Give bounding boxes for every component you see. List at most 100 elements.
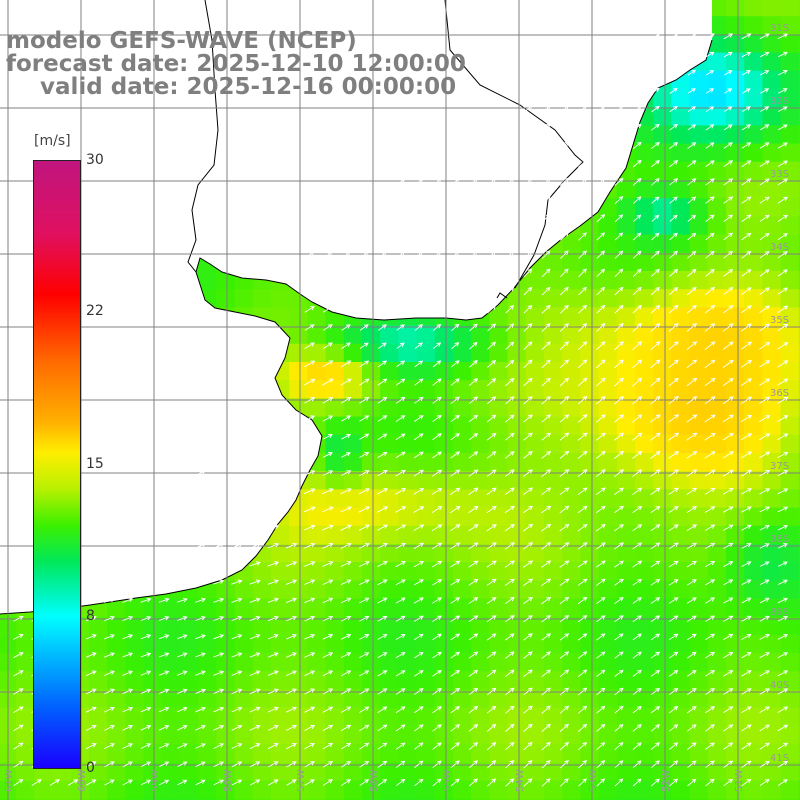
wind-arrow — [395, 178, 406, 186]
field-cell — [562, 562, 581, 581]
wind-arrow — [632, 51, 642, 58]
field-cell — [398, 762, 418, 782]
wind-arrow — [303, 524, 316, 531]
field-cell — [161, 726, 181, 745]
wind-arrow — [723, 561, 734, 568]
field-cell — [489, 489, 509, 509]
wind-arrow — [414, 287, 424, 295]
wind-arrow — [359, 287, 369, 295]
wind-arrow — [177, 761, 188, 768]
field-cell — [798, 707, 800, 727]
wind-arrow — [577, 578, 588, 586]
field-cell — [780, 234, 800, 254]
field-cell — [635, 744, 654, 763]
wind-arrow — [304, 615, 316, 622]
wind-arrow — [777, 287, 788, 295]
wind-arrow — [632, 69, 642, 76]
wind-arrow — [687, 214, 697, 222]
wind-arrow — [759, 269, 770, 277]
field-cell — [89, 726, 108, 745]
wind-arrow — [359, 742, 370, 750]
field-cell — [343, 635, 363, 654]
field-cell — [762, 198, 782, 217]
field-cell — [762, 89, 782, 108]
wind-arrow — [104, 597, 116, 603]
field-cell — [598, 507, 618, 527]
wind-arrow — [286, 615, 298, 622]
field-cell — [362, 544, 381, 563]
wind-arrow — [505, 214, 515, 223]
wind-arrow — [286, 597, 298, 604]
wind-arrow — [469, 341, 478, 350]
field-cell — [125, 653, 145, 672]
wind-arrow — [523, 141, 533, 150]
field-cell — [562, 343, 581, 363]
field-cell — [616, 616, 636, 636]
wind-arrow — [614, 705, 624, 714]
wind-arrow — [505, 723, 515, 732]
field-cell — [580, 726, 600, 745]
wind-arrow — [358, 470, 370, 477]
latitude-label: 31S — [770, 23, 789, 34]
wind-arrow — [650, 633, 661, 641]
field-cell — [762, 580, 782, 600]
field-cell — [416, 635, 436, 654]
field-cell — [525, 744, 545, 763]
wind-arrow — [377, 396, 388, 404]
field-cell — [416, 798, 436, 800]
field-cell — [289, 798, 308, 800]
wind-arrow — [341, 214, 352, 222]
field-cell — [780, 143, 800, 163]
field-cell — [380, 798, 399, 800]
field-cell — [580, 471, 600, 490]
field-cell — [762, 744, 782, 763]
wind-arrow — [194, 543, 207, 549]
wind-arrow — [414, 633, 424, 640]
wind-arrow — [614, 377, 624, 387]
field-cell — [726, 307, 745, 327]
wind-arrow — [195, 670, 206, 676]
wind-arrow — [577, 505, 588, 514]
wind-arrow — [686, 341, 698, 351]
wind-arrow — [505, 432, 515, 441]
wind-arrow — [395, 688, 406, 695]
field-cell — [616, 544, 636, 563]
field-cell — [416, 744, 436, 763]
field-cell — [544, 307, 563, 327]
field-cell — [762, 544, 782, 563]
field-cell — [616, 780, 636, 800]
latitude-label: 35S — [770, 315, 789, 326]
field-cell — [598, 762, 618, 782]
wind-arrow — [304, 324, 315, 331]
wind-arrow — [377, 561, 388, 568]
field-cell — [798, 489, 800, 509]
field-cell — [234, 635, 254, 654]
wind-arrow — [432, 633, 442, 641]
wind-arrow — [596, 232, 606, 241]
field-cell — [689, 180, 709, 199]
wind-arrow — [377, 378, 388, 386]
field-cell — [707, 507, 727, 527]
field-cell — [726, 325, 745, 345]
field-cell — [744, 252, 763, 272]
field-cell — [780, 598, 800, 618]
field-cell — [780, 380, 800, 399]
field-cell — [635, 598, 654, 618]
wind-arrow — [759, 124, 770, 131]
field-cell — [798, 744, 800, 763]
wind-arrow — [195, 579, 207, 585]
field-cell — [780, 762, 800, 782]
field-cell — [343, 562, 363, 581]
wind-arrow — [468, 778, 478, 787]
field-cell — [398, 489, 418, 509]
wind-arrow — [668, 542, 679, 550]
wind-arrow — [668, 579, 679, 586]
field-cell — [234, 616, 254, 636]
wind-arrow — [523, 687, 533, 696]
field-cell — [707, 180, 727, 199]
field-cell — [453, 398, 472, 418]
wind-arrow — [705, 70, 715, 76]
field-cell — [762, 653, 782, 672]
field-cell — [780, 671, 800, 691]
wind-arrow — [705, 651, 716, 659]
